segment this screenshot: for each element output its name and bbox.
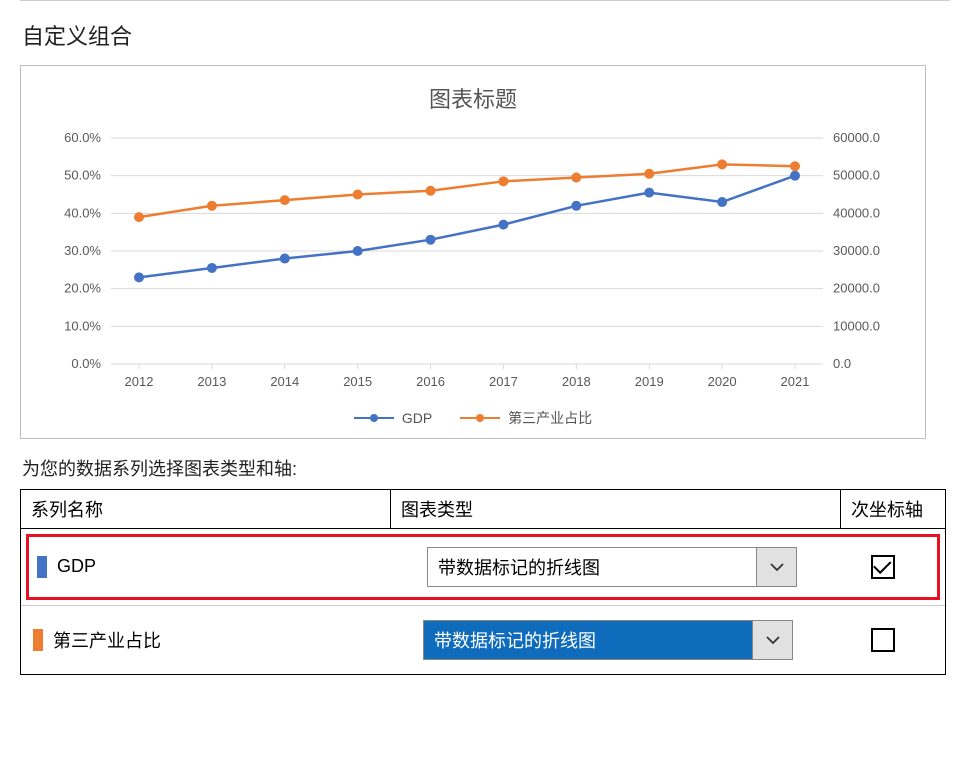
legend-item: 第三产业占比 <box>460 408 592 428</box>
svg-text:10.0%: 10.0% <box>64 318 101 333</box>
chart-plot-area: 0.0% 0.0 10.0% 10000.0 20.0% 20000.0 30.0% 3000… <box>39 124 899 404</box>
series-row[interactable]: 第三产业占比 带数据标记的折线图 <box>21 606 945 674</box>
header-series-name: 系列名称 <box>21 490 391 528</box>
top-divider <box>20 0 950 1</box>
legend-marker-icon <box>476 414 484 422</box>
svg-text:0.0%: 0.0% <box>71 356 101 371</box>
chart-preview: 图表标题 0.0% 0.0 10.0% 10000.0 20.0% 20000.0 30.0… <box>20 65 926 439</box>
chart-type-select[interactable]: 带数据标记的折线图 <box>427 547 797 587</box>
chart-type-select[interactable]: 带数据标记的折线图 <box>423 620 793 660</box>
svg-text:40000.0: 40000.0 <box>833 205 880 220</box>
svg-text:2012: 2012 <box>125 374 154 389</box>
secondary-axis-checkbox[interactable] <box>871 628 895 652</box>
series-color-swatch <box>33 629 43 651</box>
legend-item: GDP <box>354 410 432 426</box>
svg-text:40.0%: 40.0% <box>64 205 101 220</box>
chevron-down-icon[interactable] <box>752 621 792 659</box>
legend-marker-icon <box>370 414 378 422</box>
legend-label: GDP <box>402 410 432 426</box>
chart-legend: GDP 第三产业占比 <box>39 406 907 428</box>
secondary-axis-cell <box>797 555 929 579</box>
svg-text:2014: 2014 <box>270 374 299 389</box>
series-table-header: 系列名称 图表类型 次坐标轴 <box>21 490 945 529</box>
legend-line-icon <box>460 417 500 420</box>
instruction-text: 为您的数据系列选择图表类型和轴: <box>22 455 950 481</box>
section-title: 自定义组合 <box>22 19 970 51</box>
secondary-axis-checkbox[interactable] <box>871 555 895 579</box>
svg-text:10000.0: 10000.0 <box>833 318 880 333</box>
legend-label: 第三产业占比 <box>508 408 592 428</box>
series-row[interactable]: GDP 带数据标记的折线图 <box>25 533 941 601</box>
chart-type-value: 带数据标记的折线图 <box>424 621 752 659</box>
legend-line-icon <box>354 417 394 420</box>
svg-text:2016: 2016 <box>416 374 445 389</box>
header-secondary-axis: 次坐标轴 <box>841 490 945 528</box>
series-name-label: 第三产业占比 <box>53 627 383 653</box>
series-table: 系列名称 图表类型 次坐标轴 GDP带数据标记的折线图第三产业占比带数据标记的折… <box>20 489 946 675</box>
svg-text:20.0%: 20.0% <box>64 281 101 296</box>
series-name-label: GDP <box>57 556 387 577</box>
svg-text:50000.0: 50000.0 <box>833 168 880 183</box>
chart-type-value: 带数据标记的折线图 <box>428 548 756 586</box>
svg-text:2019: 2019 <box>635 374 664 389</box>
svg-text:2013: 2013 <box>197 374 226 389</box>
svg-text:2021: 2021 <box>781 374 810 389</box>
svg-text:0.0: 0.0 <box>833 356 851 371</box>
svg-text:2015: 2015 <box>343 374 372 389</box>
svg-text:20000.0: 20000.0 <box>833 281 880 296</box>
svg-text:60.0%: 60.0% <box>64 130 101 145</box>
chart-title: 图表标题 <box>39 82 907 114</box>
svg-text:30.0%: 30.0% <box>64 243 101 258</box>
svg-text:60000.0: 60000.0 <box>833 130 880 145</box>
svg-text:30000.0: 30000.0 <box>833 243 880 258</box>
svg-text:2020: 2020 <box>708 374 737 389</box>
header-chart-type: 图表类型 <box>391 490 841 528</box>
chevron-down-icon[interactable] <box>756 548 796 586</box>
svg-text:50.0%: 50.0% <box>64 168 101 183</box>
series-color-swatch <box>37 556 47 578</box>
svg-text:2018: 2018 <box>562 374 591 389</box>
secondary-axis-cell <box>793 628 933 652</box>
svg-text:2017: 2017 <box>489 374 518 389</box>
